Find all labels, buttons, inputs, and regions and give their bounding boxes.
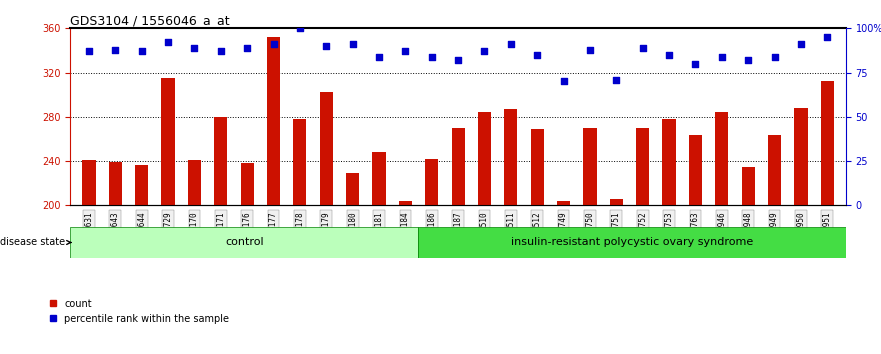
Bar (82, 160, 95, 354)
Point (266, 41, 280, 47)
Point (319, 43, 333, 49)
Point (688, 61, 702, 67)
Point (82, 48, 96, 54)
Bar (504, 109, 517, 354)
Point (135, 48, 149, 54)
FancyBboxPatch shape (418, 227, 846, 258)
Point (714, 54, 729, 59)
Point (345, 41, 359, 47)
Text: GDS3104 / 1556046_a_at: GDS3104 / 1556046_a_at (70, 14, 230, 27)
Point (794, 41, 808, 47)
Bar (636, 128, 649, 354)
Point (636, 45, 650, 51)
Point (451, 57, 465, 63)
Bar (530, 129, 544, 354)
Bar (135, 166, 148, 354)
Bar (689, 135, 702, 354)
Bar (346, 173, 359, 354)
FancyBboxPatch shape (70, 227, 418, 258)
Bar (795, 108, 808, 354)
Bar (214, 117, 227, 354)
Point (741, 57, 755, 63)
Point (241, 45, 255, 51)
Point (610, 77, 624, 82)
Text: disease state: disease state (0, 238, 71, 247)
Bar (742, 167, 755, 354)
Point (108, 47, 122, 52)
Point (214, 48, 228, 54)
Point (767, 54, 781, 59)
Point (372, 54, 386, 59)
Bar (161, 78, 174, 354)
Point (504, 41, 518, 47)
Bar (426, 159, 439, 354)
Bar (821, 81, 834, 354)
Point (478, 48, 492, 54)
Legend: count, percentile rank within the sample: count, percentile rank within the sample (49, 299, 229, 324)
Text: insulin-resistant polycystic ovary syndrome: insulin-resistant polycystic ovary syndr… (511, 238, 753, 247)
Bar (715, 113, 729, 354)
Point (820, 34, 834, 40)
Bar (583, 128, 596, 354)
Point (425, 54, 439, 59)
Text: control: control (225, 238, 263, 247)
Bar (399, 201, 412, 354)
Point (398, 48, 412, 54)
Bar (241, 163, 254, 354)
Bar (373, 152, 386, 354)
Point (188, 45, 202, 51)
Bar (267, 37, 280, 354)
Point (530, 52, 544, 58)
Bar (663, 119, 676, 354)
Bar (557, 201, 570, 354)
Point (292, 25, 307, 31)
Bar (320, 92, 333, 354)
Point (557, 79, 571, 84)
Bar (610, 199, 623, 354)
Point (662, 52, 676, 58)
Bar (293, 119, 307, 354)
Bar (188, 160, 201, 354)
Point (583, 47, 597, 52)
Point (161, 40, 175, 45)
Bar (108, 162, 122, 354)
Bar (768, 135, 781, 354)
Bar (478, 113, 491, 354)
Bar (452, 128, 464, 354)
